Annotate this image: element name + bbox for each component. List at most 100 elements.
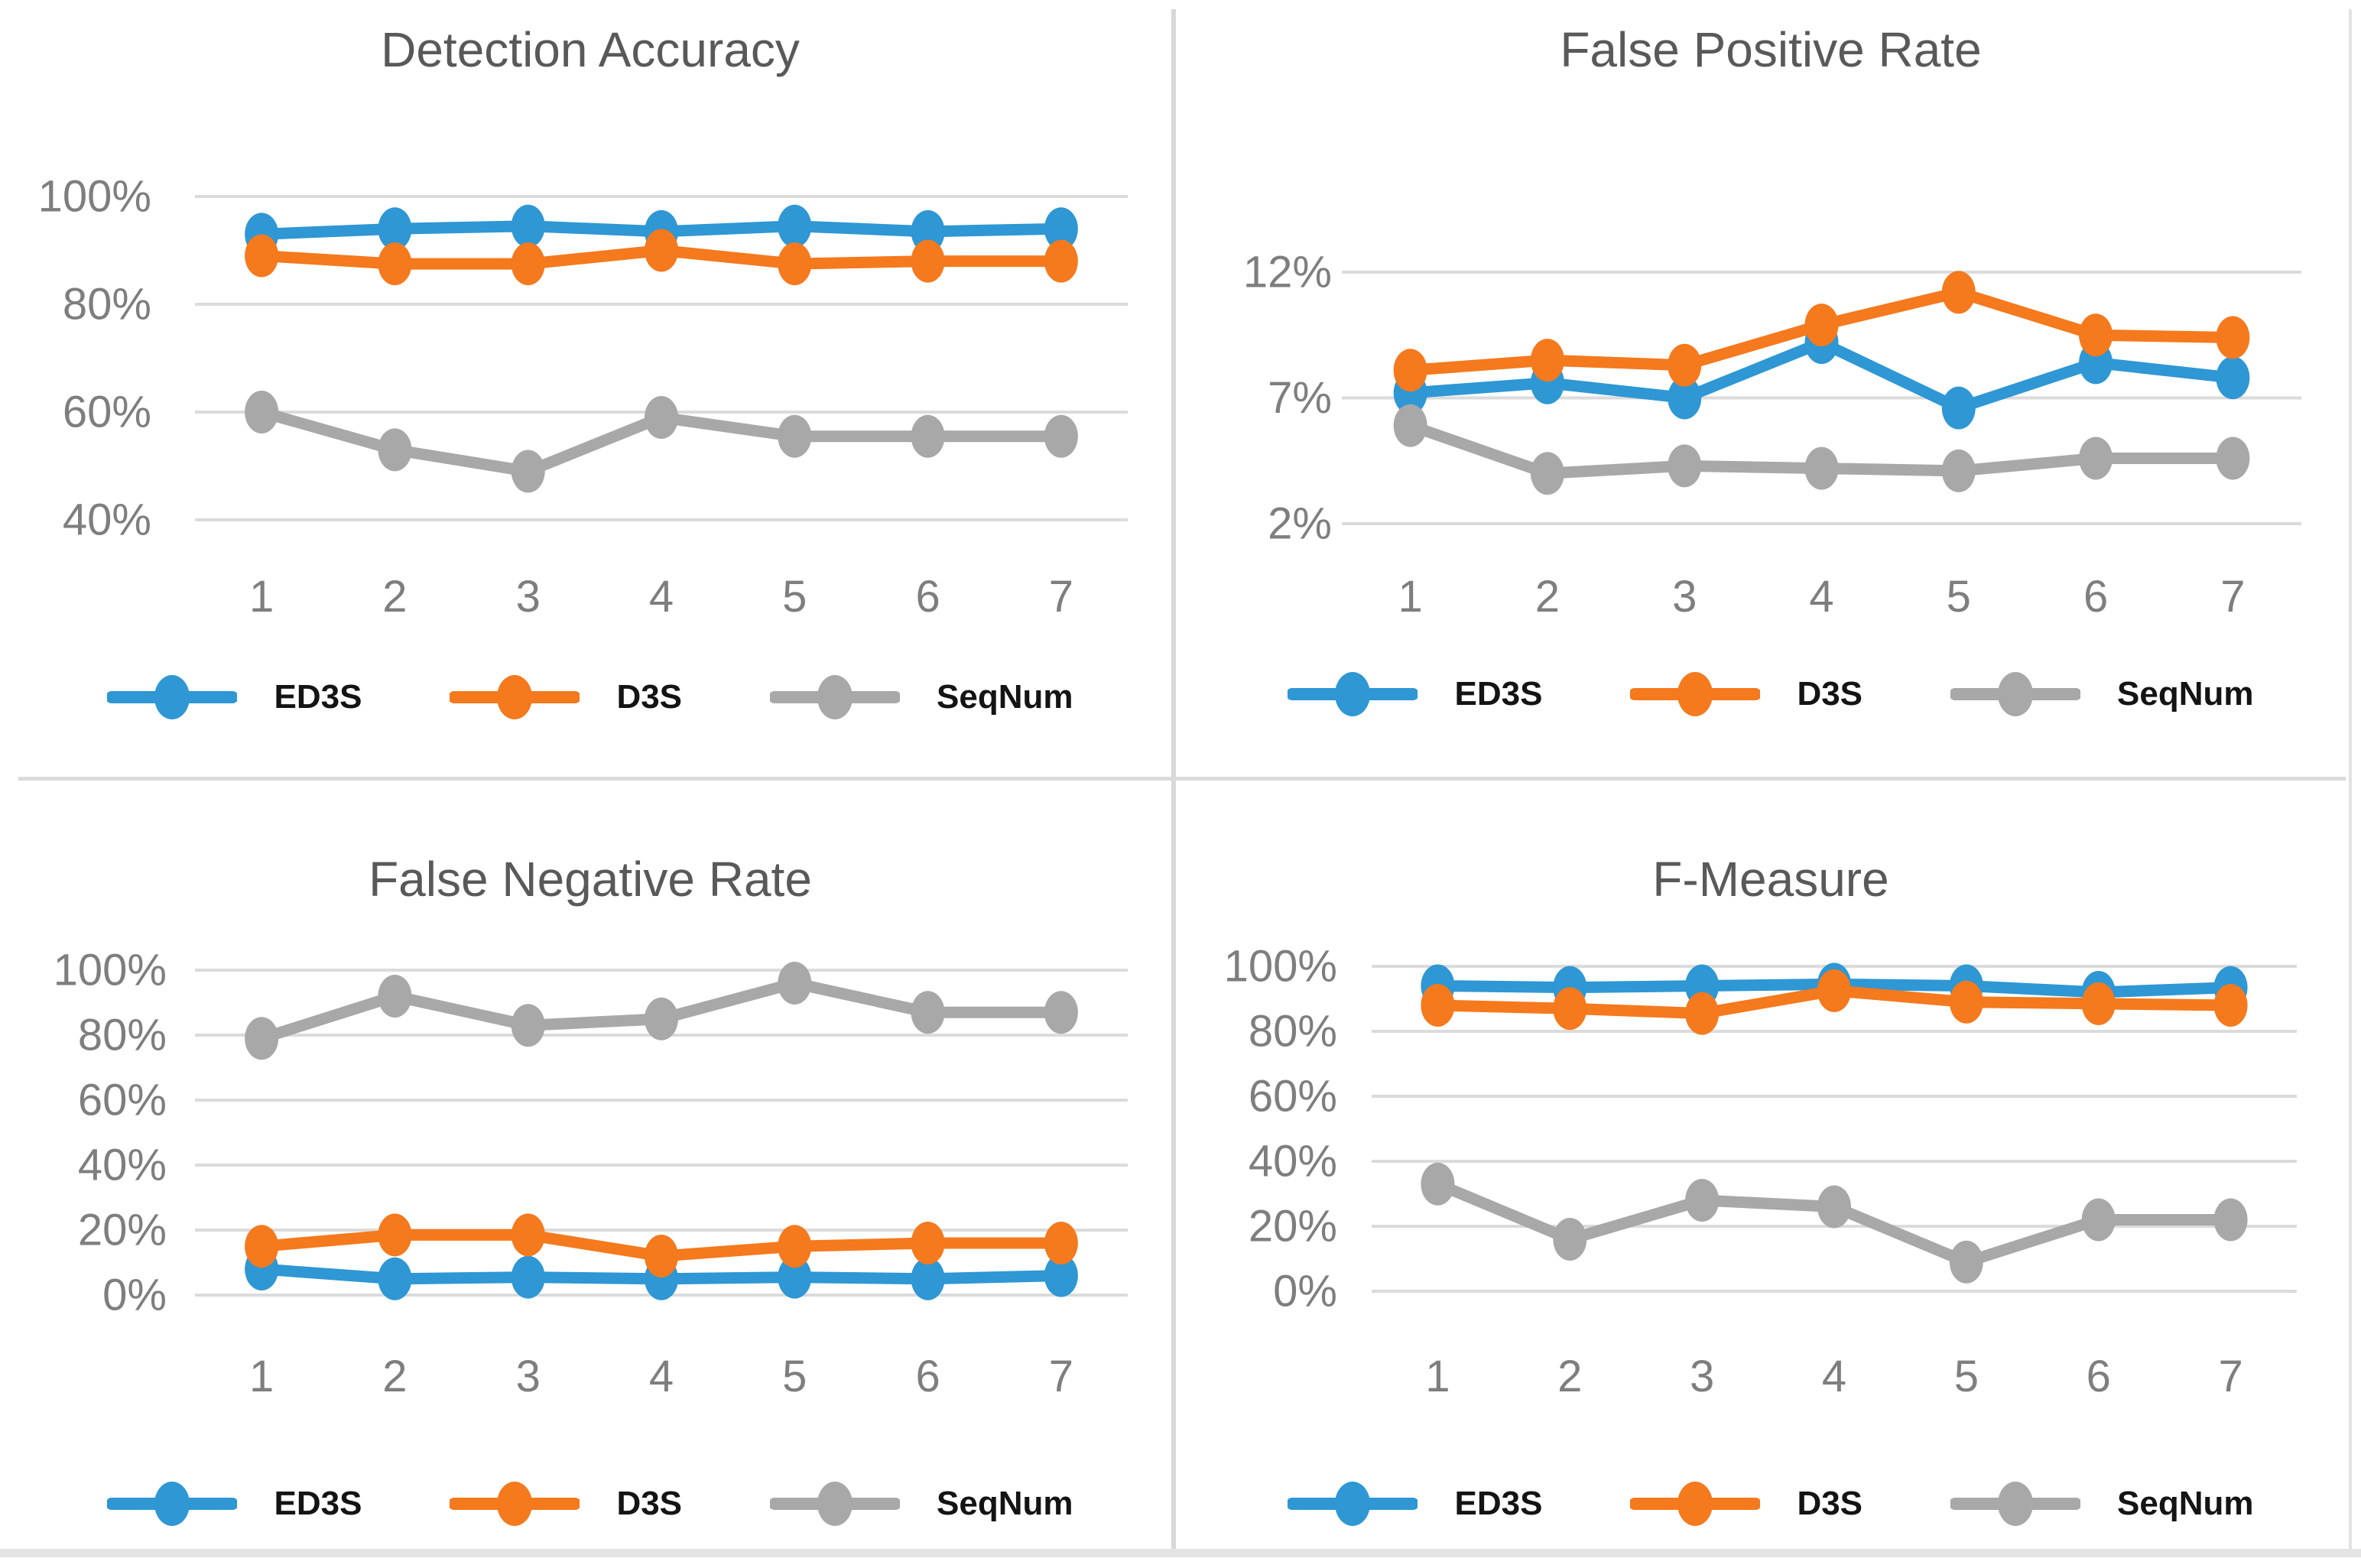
- x-tick-label: 6: [915, 1352, 940, 1401]
- data-point-d3s: [1553, 987, 1587, 1031]
- f-measure-plot: 100% 80% 60% 40% 20% 0% 1 2 3 4 5 6 7: [1224, 942, 2297, 1401]
- data-point-ed3s: [2216, 356, 2250, 400]
- y-tick-label: 20%: [78, 1206, 167, 1255]
- legend-label-ed3s: ED3S: [1454, 1485, 1543, 1522]
- data-point-d3s: [1804, 304, 1839, 347]
- chart-panel-false-positive-rate: False Positive Rate 12% 7% 2% 1 2 3 4 5 6 7 ED3S D…: [1180, 0, 2361, 784]
- legend-label-seqnum: SeqNum: [2117, 675, 2254, 713]
- y-tick-label: 60%: [63, 388, 151, 437]
- data-point-ed3s: [911, 209, 945, 253]
- x-tick-label: 6: [2087, 1352, 2111, 1401]
- data-point-d3s: [1530, 339, 1564, 382]
- x-tick-label: 7: [1049, 1352, 1073, 1401]
- legend-item-seqnum: SeqNum: [1950, 1473, 2254, 1534]
- y-tick-label: 80%: [63, 280, 151, 330]
- y-tick-label: 0%: [1273, 1267, 1337, 1316]
- data-point-d3s: [2216, 316, 2250, 359]
- legend-marker-ed3s-icon: [107, 675, 238, 719]
- legend-item-d3s: D3S: [1630, 1473, 1862, 1534]
- data-point-seqnum: [1949, 1240, 1983, 1284]
- legend-marker-ed3s-icon: [1288, 672, 1418, 716]
- data-point-seqnum: [778, 414, 812, 458]
- data-point-d3s: [645, 1235, 678, 1277]
- legend-label-seqnum: SeqNum: [2117, 1485, 2254, 1522]
- x-tick-label: 7: [1049, 572, 1073, 622]
- x-tick-label: 7: [2218, 1352, 2242, 1401]
- legend-dot-d3s: [1677, 1482, 1713, 1526]
- legend-marker-seqnum-icon: [770, 675, 901, 719]
- x-tick-label: 4: [1809, 572, 1833, 622]
- data-point-seqnum: [1421, 1162, 1455, 1206]
- y-tick-label: 100%: [54, 946, 167, 995]
- data-point-d3s: [1685, 992, 1720, 1035]
- data-point-seqnum: [911, 414, 945, 458]
- data-point-seqnum: [511, 450, 545, 493]
- legend-label-d3s: D3S: [616, 678, 683, 716]
- data-point-seqnum: [2213, 1198, 2248, 1242]
- data-point-d3s: [1393, 349, 1427, 392]
- data-point-seqnum: [1817, 1185, 1851, 1229]
- legend-dot-seqnum: [1998, 1482, 2034, 1526]
- data-point-d3s: [1668, 343, 1702, 387]
- legend-item-seqnum: SeqNum: [770, 1473, 1073, 1534]
- legend-dot-seqnum: [1998, 672, 2034, 716]
- legend-label-d3s: D3S: [616, 1485, 683, 1522]
- x-tick-label: 1: [249, 572, 274, 622]
- data-point-seqnum: [645, 997, 678, 1040]
- data-point-ed3s: [511, 1255, 545, 1299]
- data-point-d3s: [245, 234, 279, 278]
- legend-dot-seqnum: [817, 1482, 853, 1526]
- chart-panel-false-negative-rate: False Negative Rate 100% 80% 60% 40% 20% 0% 1 2…: [0, 784, 1180, 1568]
- y-tick-label: 60%: [1249, 1072, 1337, 1122]
- data-point-ed3s: [1668, 376, 1702, 420]
- y-tick-label: 40%: [78, 1141, 167, 1190]
- x-tick-label: 2: [382, 572, 407, 622]
- data-point-d3s: [2213, 984, 2248, 1027]
- x-tick-label: 5: [1947, 572, 1971, 622]
- x-tick-label: 5: [1954, 1352, 1979, 1401]
- y-tick-label: 80%: [78, 1011, 167, 1060]
- legend-dot-d3s: [497, 1482, 533, 1526]
- legend-detection-accuracy: ED3S D3S SeqNum: [0, 667, 1180, 728]
- data-point-ed3s: [511, 204, 545, 248]
- data-point-d3s: [1949, 980, 1983, 1024]
- y-tick-label: 20%: [1249, 1202, 1337, 1251]
- data-point-seqnum: [1530, 452, 1564, 495]
- legend-dot-d3s: [497, 675, 533, 719]
- x-tick-label: 3: [1690, 1352, 1714, 1401]
- data-point-seqnum: [245, 391, 279, 433]
- false-negative-rate-plot: 100% 80% 60% 40% 20% 0% 1 2 3 4 5 6 7: [54, 946, 1128, 1401]
- legend-marker-seqnum-icon: [1950, 1482, 2081, 1526]
- legend-label-ed3s: ED3S: [274, 678, 362, 716]
- legend-item-ed3s: ED3S: [1288, 664, 1542, 725]
- x-tick-label: 6: [915, 572, 940, 622]
- data-point-d3s: [2081, 982, 2116, 1025]
- legend-marker-d3s-icon: [1630, 672, 1761, 716]
- legend-dot-d3s: [1677, 672, 1713, 716]
- legend-false-positive-rate: ED3S D3S SeqNum: [1180, 664, 2361, 725]
- legend-false-negative-rate: ED3S D3S SeqNum: [0, 1473, 1180, 1534]
- legend-marker-d3s-icon: [450, 675, 580, 719]
- data-point-seqnum: [378, 975, 412, 1018]
- legend-f-measure: ED3S D3S SeqNum: [1180, 1473, 2361, 1534]
- data-point-d3s: [645, 229, 678, 272]
- y-tick-label: 7%: [1268, 373, 1332, 423]
- legend-item-seqnum: SeqNum: [770, 667, 1073, 728]
- y-tick-label: 0%: [102, 1271, 167, 1320]
- legend-marker-seqnum-icon: [770, 1482, 901, 1526]
- legend-marker-d3s-icon: [450, 1482, 580, 1526]
- chart-title-false-positive-rate: False Positive Rate: [1560, 22, 1982, 77]
- data-point-seqnum: [1668, 444, 1702, 488]
- data-point-seqnum: [1941, 449, 1976, 492]
- data-point-d3s: [511, 242, 545, 286]
- data-point-seqnum: [1553, 1218, 1587, 1261]
- data-point-seqnum: [2079, 437, 2113, 480]
- data-point-seqnum: [511, 1004, 545, 1047]
- x-tick-label: 6: [2083, 572, 2108, 622]
- legend-marker-seqnum-icon: [1950, 672, 2081, 716]
- data-point-seqnum: [1685, 1179, 1720, 1222]
- legend-dot-seqnum: [817, 675, 853, 719]
- legend-label-d3s: D3S: [1797, 1485, 1863, 1522]
- legend-label-seqnum: SeqNum: [937, 1485, 1073, 1522]
- x-tick-label: 5: [782, 1352, 807, 1401]
